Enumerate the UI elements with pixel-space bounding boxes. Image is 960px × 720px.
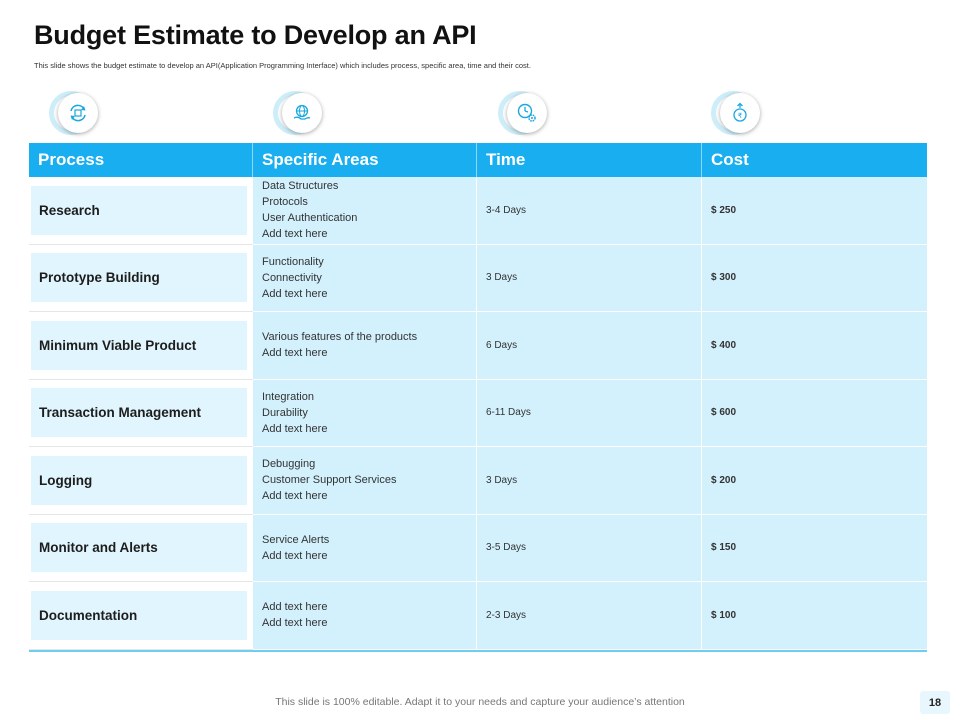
rupee-growth-icon: ₹ [733, 102, 747, 122]
specific-areas-cell: Debugging Customer Support Services Add … [262, 458, 397, 503]
time-cell: 6 Days [477, 312, 702, 380]
process-cell: Monitor and Alerts [31, 523, 247, 573]
process-icon-badge [49, 91, 101, 139]
areas-icon-badge [273, 91, 325, 139]
process-cell: Minimum Viable Product [31, 320, 247, 370]
specific-areas-cell: Various features of the products Add tex… [262, 331, 418, 360]
globe-hand-icon [293, 104, 311, 120]
specific-areas-cell: Integration Durability Add text here [262, 390, 328, 435]
cost-cell: $ 250 [702, 177, 927, 245]
process-cell: Research [31, 185, 247, 235]
table-header: Process Specific Areas Time Cost [29, 143, 927, 177]
process-cell: Documentation [31, 590, 247, 640]
table-row: Minimum Viable Product Various features … [29, 312, 927, 380]
time-cell: 6-11 Days [477, 379, 702, 447]
process-cell: Prototype Building [31, 253, 247, 303]
cost-cell: $ 400 [702, 312, 927, 380]
svg-text:₹: ₹ [738, 112, 743, 120]
process-cell: Logging [31, 455, 247, 505]
cost-cell: $ 600 [702, 379, 927, 447]
time-cell: 2-3 Days [477, 582, 702, 650]
footer-note: This slide is 100% editable. Adapt it to… [275, 696, 685, 708]
specific-areas-cell: Functionality Connectivity Add text here [262, 255, 328, 300]
specific-areas-cell: Service Alerts Add text here [262, 533, 330, 562]
table-row: Research Data Structures Protocols User … [29, 177, 927, 245]
cost-cell: $ 200 [702, 447, 927, 515]
refresh-cycle-icon [70, 104, 86, 122]
page-number: 18 [920, 691, 950, 714]
header-process: Process [29, 143, 253, 177]
header-specific-areas: Specific Areas [253, 143, 477, 177]
table-row: Transaction Management Integration Durab… [29, 379, 927, 447]
slide-title: Budget Estimate to Develop an API [34, 20, 477, 50]
process-cell: Transaction Management [31, 388, 247, 438]
cost-cell: $ 300 [702, 244, 927, 312]
time-cell: 3-5 Days [477, 514, 702, 582]
header-time: Time [477, 143, 702, 177]
table-row: Logging Debugging Customer Support Servi… [29, 447, 927, 515]
clock-gear-icon [517, 103, 536, 122]
slide-subtitle: This slide shows the budget estimate to … [34, 61, 531, 70]
cost-cell: $ 150 [702, 514, 927, 582]
table-bottom-rule [29, 649, 927, 652]
table-row: Monitor and Alerts Service Alerts Add te… [29, 514, 927, 582]
cost-cell: $ 100 [702, 582, 927, 650]
time-cell: 3 Days [477, 244, 702, 312]
time-icon-badge [498, 91, 550, 139]
table-row: Prototype Building Functionality Connect… [29, 244, 927, 312]
time-cell: 3 Days [477, 447, 702, 515]
cost-icon-badge: ₹ [711, 91, 763, 139]
specific-areas-cell: Add text here Add text here [262, 601, 328, 630]
header-cost: Cost [711, 150, 749, 169]
time-cell: 3-4 Days [477, 177, 702, 245]
specific-areas-cell: Data Structures Protocols User Authentic… [262, 180, 358, 241]
budget-table: Process Specific Areas Time Cost Researc… [29, 143, 927, 652]
table-row: Documentation Add text here Add text her… [29, 582, 927, 650]
